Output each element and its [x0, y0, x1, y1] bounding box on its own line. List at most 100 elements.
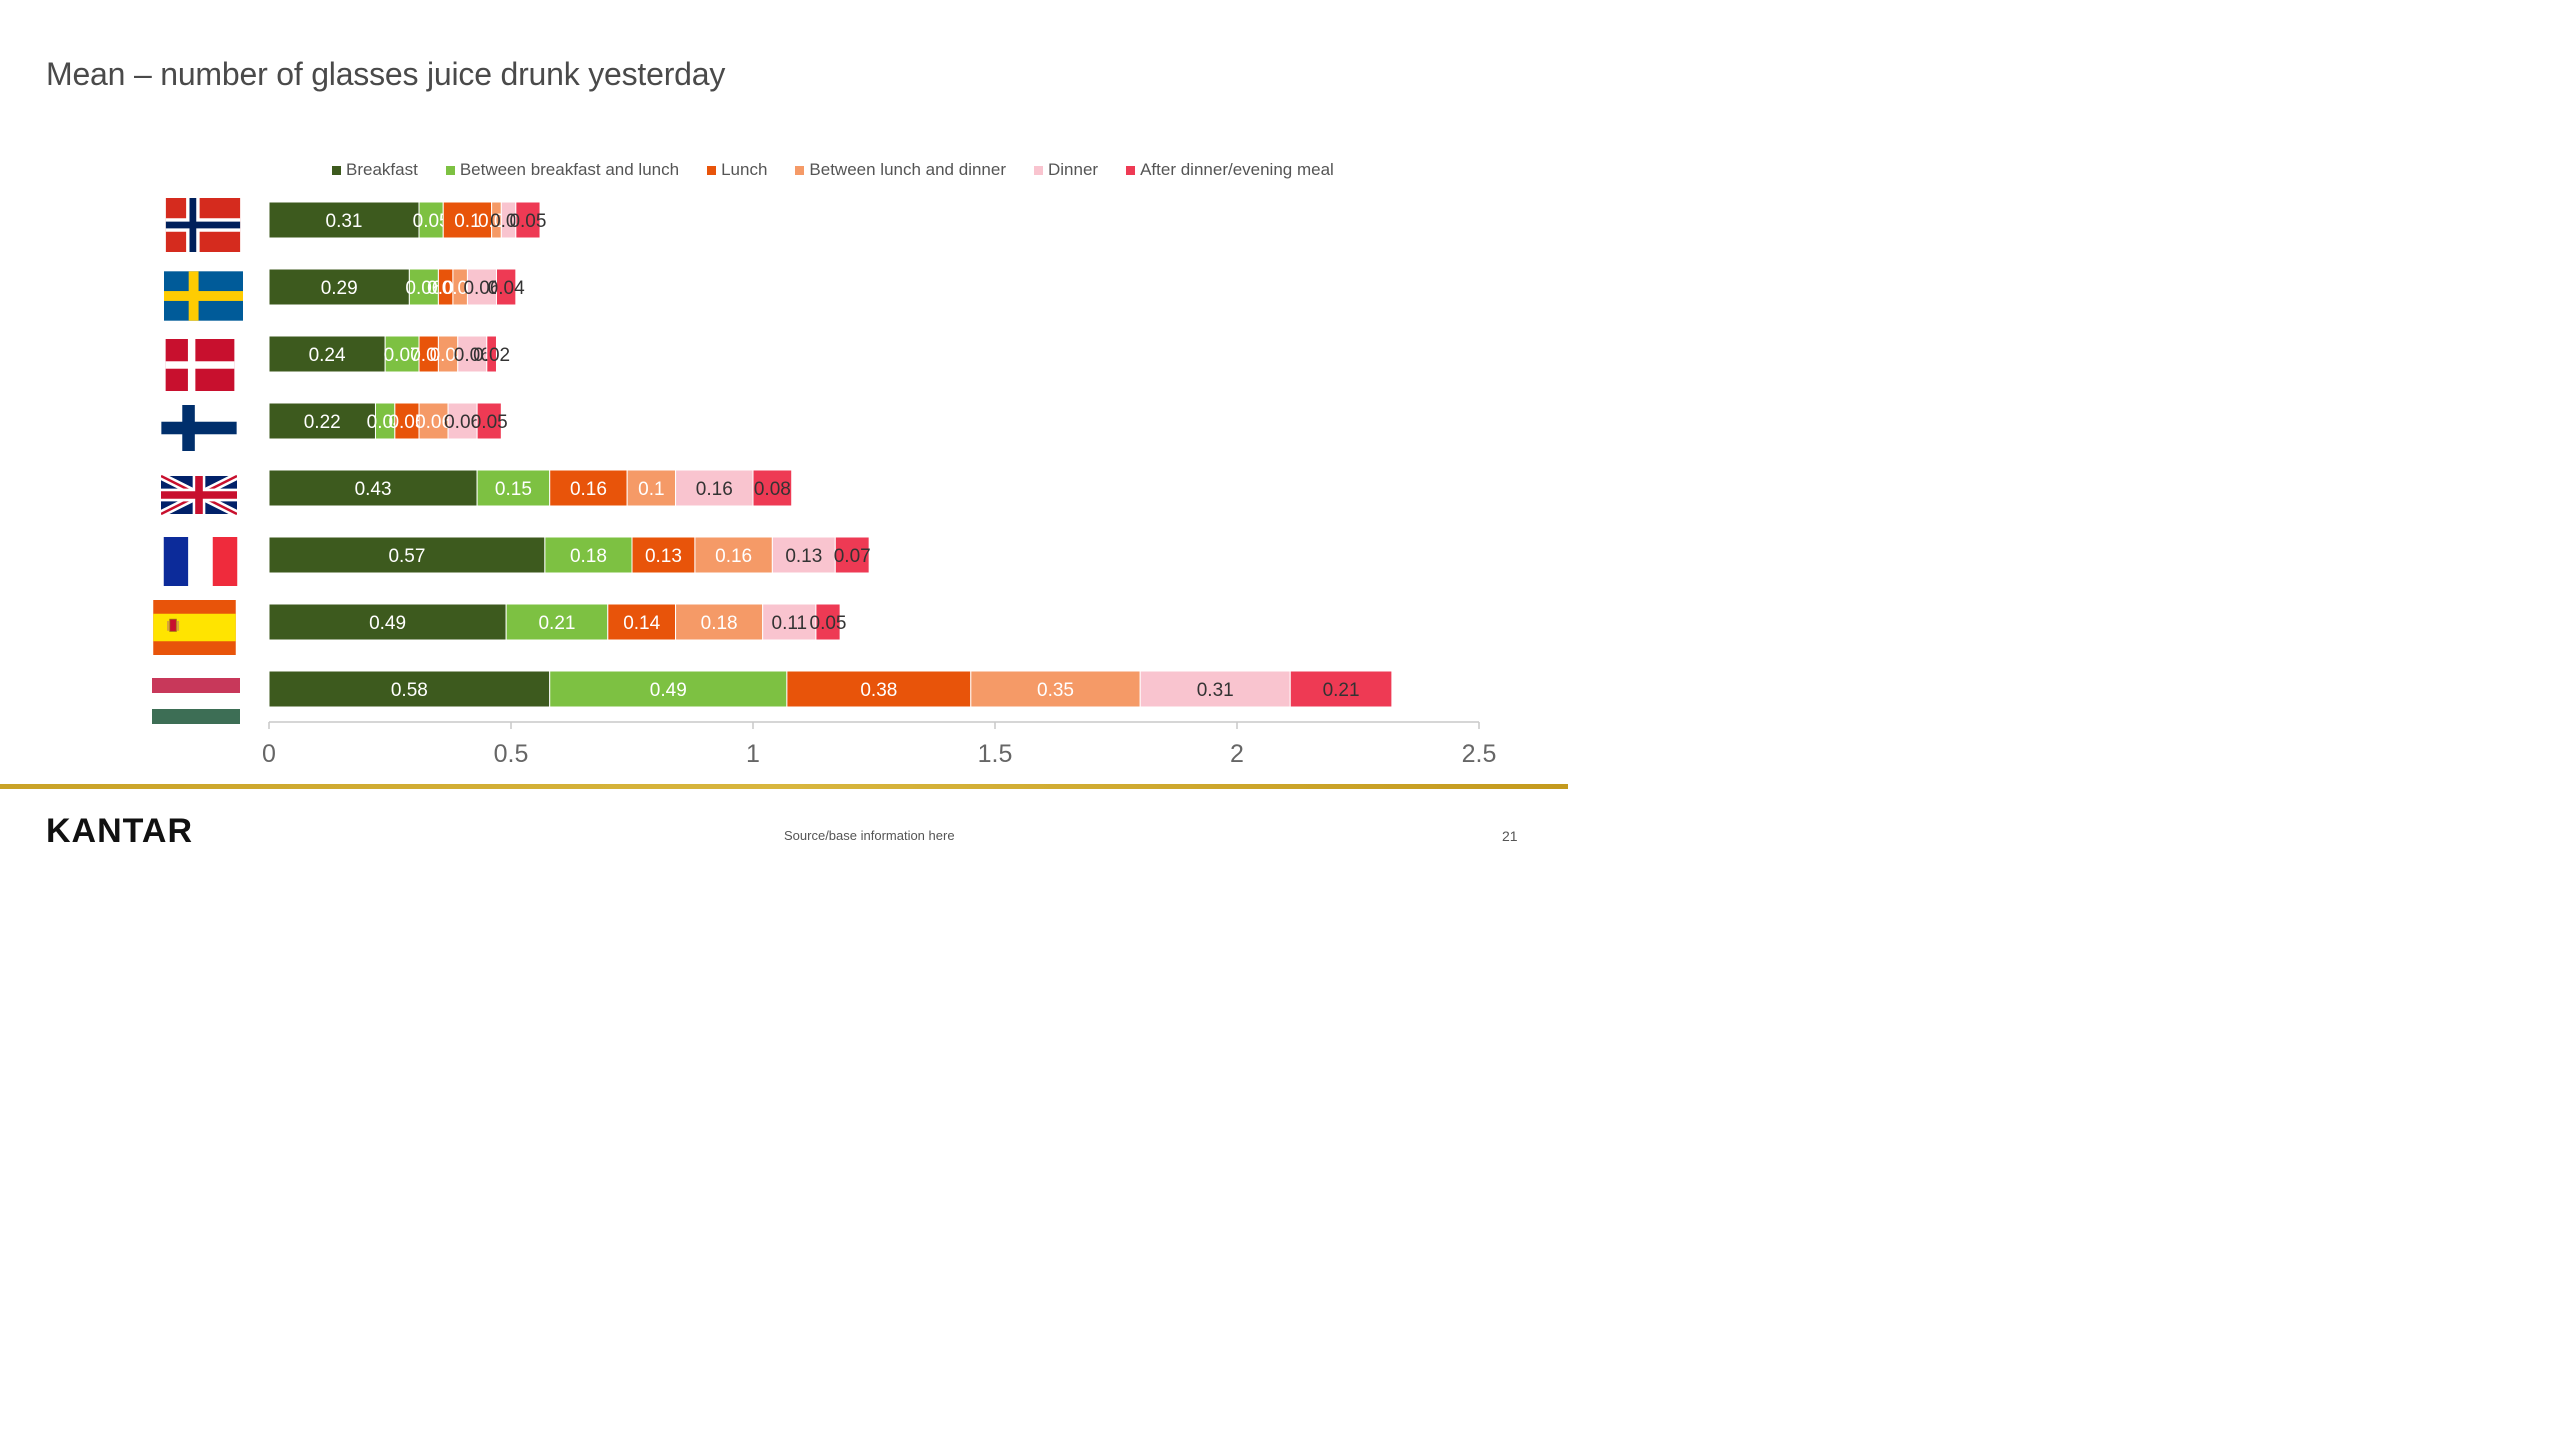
bar-data-label: 0.06 [415, 412, 452, 433]
source-note: Source/base information here [784, 828, 955, 843]
legend-label: After dinner/evening meal [1140, 160, 1334, 179]
legend-item-lunch: Lunch [707, 160, 767, 180]
legend-label: Lunch [721, 160, 768, 179]
bar-data-label: 0.31 [1197, 680, 1234, 701]
bar-data-label: 0.05 [471, 412, 508, 433]
bar-data-label: 0.35 [1037, 680, 1074, 701]
bar-segment [694, 536, 773, 574]
bar-data-label: 0.15 [495, 479, 532, 500]
legend-item-after-dinner: After dinner/evening meal [1126, 160, 1334, 180]
denmark-flag-icon [165, 339, 235, 391]
france-flag-icon [163, 537, 238, 586]
bar-data-label: 0.22 [304, 412, 341, 433]
legend-swatch [795, 165, 805, 175]
x-tick-label: 1 [746, 740, 760, 768]
bar-data-label: 0.57 [388, 546, 425, 567]
legend-swatch [1126, 165, 1136, 175]
bar-segment [834, 536, 870, 574]
x-tick-label: 2 [1230, 740, 1244, 768]
bar-segment [442, 201, 493, 239]
x-tick-label: 2.5 [1462, 740, 1497, 768]
bar-segment [515, 201, 541, 239]
legend-label: Dinner [1048, 160, 1099, 179]
bar-segment [771, 536, 836, 574]
bar-segment [486, 335, 497, 373]
bar-segment [505, 603, 609, 641]
bar-segment [268, 335, 386, 373]
hungary-flag-icon [152, 678, 240, 724]
legend-swatch [707, 165, 717, 175]
bar-segment [549, 670, 788, 708]
bar-data-label: 0.02 [473, 345, 510, 366]
bar-data-label: 0.06 [405, 278, 442, 299]
bar-segment [268, 536, 546, 574]
sweden-flag-icon [164, 271, 243, 321]
legend-swatch [1034, 165, 1043, 175]
bar-data-label: 0.21 [538, 613, 575, 634]
legend-label: Between breakfast and lunch [459, 160, 680, 179]
bar-segment [607, 603, 677, 641]
bar-segment [394, 402, 420, 440]
bar-data-label: 0.04 [488, 278, 525, 299]
bar-segment [447, 402, 478, 440]
x-tick-label: 0 [262, 740, 276, 768]
bar-segment [418, 201, 444, 239]
x-tick-label: 0.5 [494, 740, 529, 768]
bar-data-label: 0.06 [454, 345, 491, 366]
bar-segment [675, 469, 754, 507]
finland-flag-icon [161, 405, 237, 451]
bar-segment [1139, 670, 1291, 708]
legend-item-between-lunch-dinner: Between lunch and dinner [795, 160, 1006, 180]
bar-segment [268, 469, 478, 507]
bar-data-label: 0.29 [321, 278, 358, 299]
bar-data-label: 0.49 [650, 680, 687, 701]
bar-data-label: 0.13 [645, 546, 682, 567]
spain-flag-icon [153, 600, 236, 655]
bar-segment [268, 201, 420, 239]
bar-segment [268, 402, 376, 440]
chart-legend: Breakfast Between breakfast and lunch Lu… [332, 160, 1334, 180]
bar-segment [268, 670, 551, 708]
bar-segment [762, 603, 817, 641]
bar-segment [752, 469, 793, 507]
bar-segment [476, 402, 502, 440]
bar-data-label: 0.05 [810, 613, 847, 634]
uk-flag-icon [161, 472, 237, 518]
bar-data-label: 0.06 [444, 412, 481, 433]
bar-data-label: 0.38 [860, 680, 897, 701]
bar-data-label: 0.11 [772, 613, 808, 634]
x-tick-label: 1.5 [978, 740, 1013, 768]
stacked-bar-chart: 0 0.5 1 1.5 2 2.50.31 0.05 0.10.020.030.050.29 0… [262, 201, 1497, 768]
bar-data-label: 0.43 [355, 479, 392, 500]
bar-data-label: 0.06 [463, 278, 500, 299]
bar-segment [970, 670, 1141, 708]
bar-data-label: 0.1 [638, 479, 664, 500]
norway-flag-icon [165, 198, 241, 252]
bar-data-label: 0.31 [326, 211, 363, 232]
bar-data-label: 0.18 [570, 546, 607, 567]
bar-segment [1289, 670, 1393, 708]
bar-segment [626, 469, 677, 507]
bar-segment [268, 268, 410, 306]
bar-segment [457, 335, 488, 373]
legend-label: Breakfast [346, 160, 418, 179]
bar-segment [544, 536, 633, 574]
page-number: 21 [1502, 828, 1518, 844]
bar-data-label: 0.05 [413, 211, 450, 232]
bar-segment [815, 603, 841, 641]
bar-segment [384, 335, 420, 373]
bar-data-label: 0.16 [696, 479, 733, 500]
footer-divider [0, 784, 1568, 789]
page-title: Mean – number of glasses juice drunk yes… [46, 56, 726, 92]
bar-data-label: 0.07 [834, 546, 871, 567]
legend-item-between-breakfast-lunch: Between breakfast and lunch [445, 160, 680, 180]
bar-segment [466, 268, 497, 306]
bar-data-label: 0.16 [715, 546, 752, 567]
bar-data-label: 0.16 [570, 479, 607, 500]
bar-data-label: 0.05 [388, 412, 425, 433]
bar-data-label: 0.18 [701, 613, 738, 634]
bar-segment [675, 603, 764, 641]
bar-data-label: 0.07 [384, 345, 421, 366]
bar-data-label: 0.49 [369, 613, 406, 634]
bar-data-label: 0.21 [1323, 680, 1360, 701]
